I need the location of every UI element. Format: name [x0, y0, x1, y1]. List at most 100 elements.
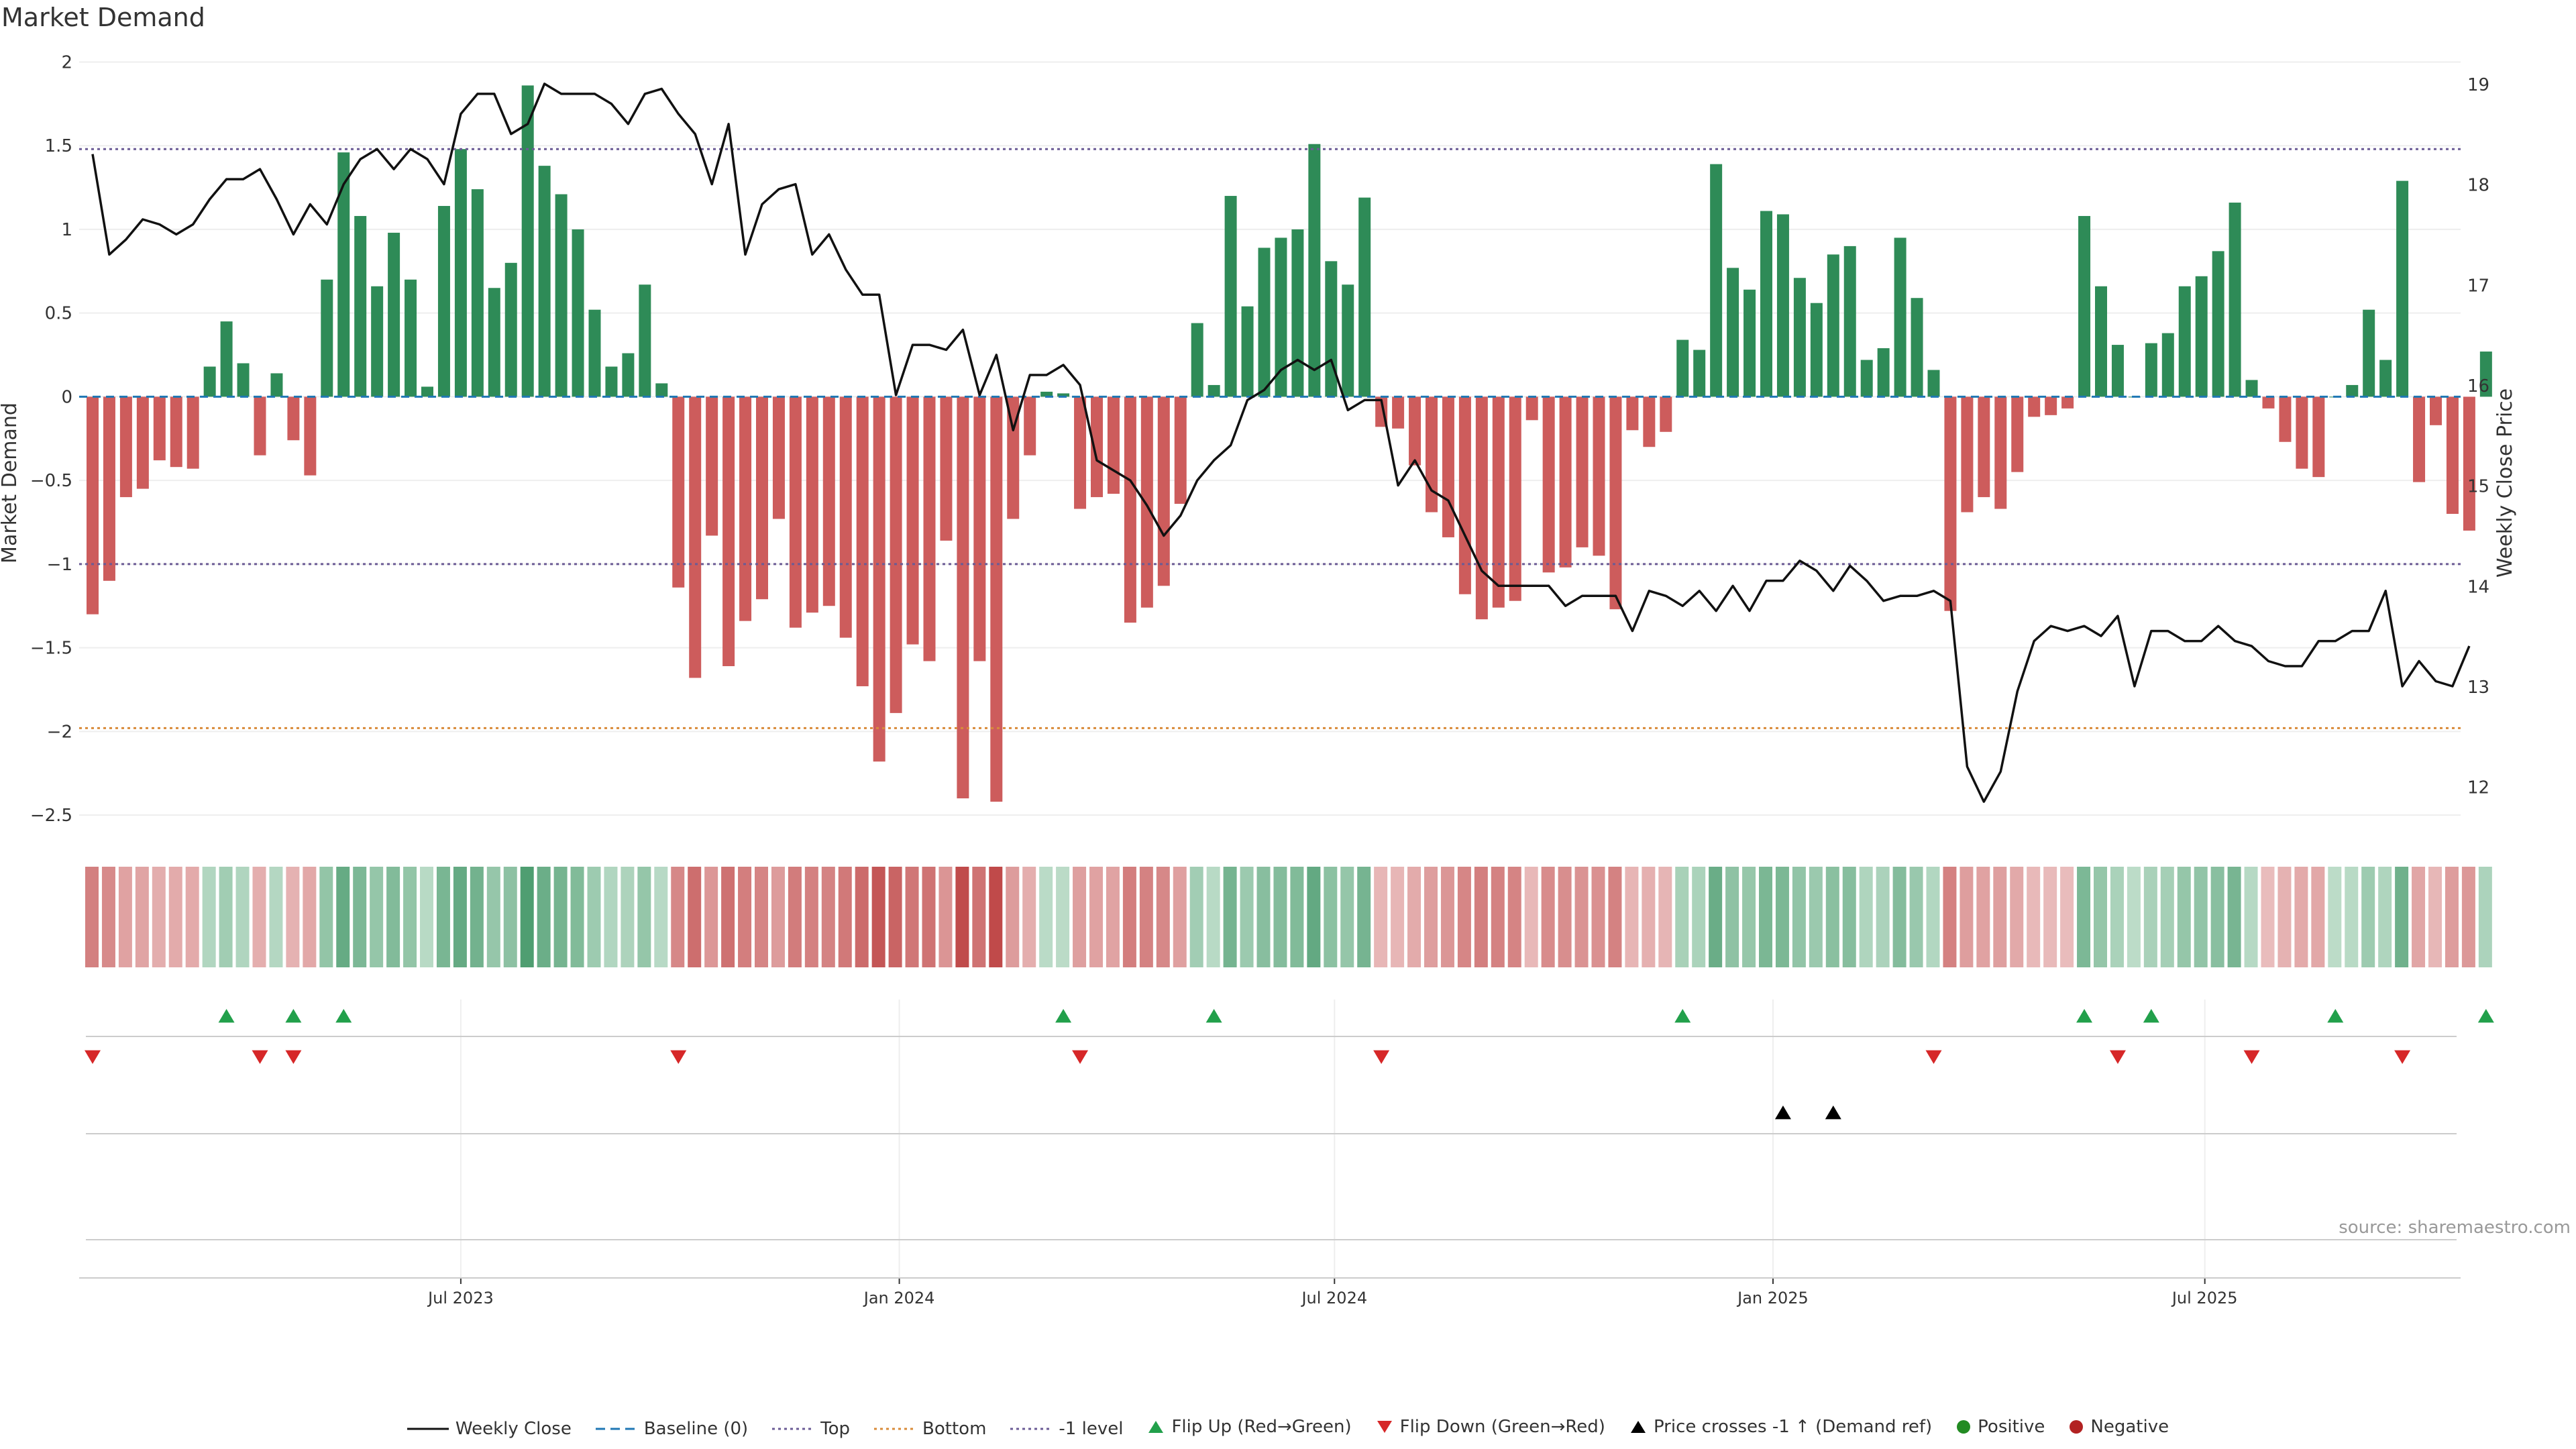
heat-cell	[1440, 867, 1454, 967]
legend-label: Flip Down (Green→Red)	[1399, 1417, 1605, 1437]
demand-bar	[1593, 396, 1605, 556]
y-tick-label: −1.5	[30, 639, 72, 659]
demand-bar	[1760, 211, 1772, 397]
demand-bar	[1057, 393, 1070, 397]
heat-cell	[520, 867, 534, 967]
heat-cell	[871, 867, 885, 967]
heat-cell	[1491, 867, 1505, 967]
demand-bar	[2245, 380, 2258, 397]
demand-bar	[2296, 396, 2308, 469]
demand-bar	[2413, 396, 2426, 482]
demand-bar	[1994, 396, 2007, 509]
demand-bar	[2396, 180, 2409, 397]
demand-bar	[1241, 306, 1254, 397]
heat-cell	[2110, 867, 2124, 967]
demand-bar	[1576, 396, 1589, 547]
y-tick-label: −2	[47, 722, 72, 742]
demand-bar	[655, 383, 668, 397]
heat-cell	[403, 867, 417, 967]
demand-bar	[1442, 396, 1454, 537]
heat-cell	[202, 867, 216, 967]
flip-down-marker	[1072, 1050, 1089, 1064]
heat-cell	[1307, 867, 1321, 967]
demand-bar	[119, 396, 132, 498]
heat-cell	[269, 867, 283, 967]
heat-cell	[470, 867, 484, 967]
heat-cell	[2345, 867, 2359, 967]
line-dotted-orange-icon	[874, 1424, 922, 1434]
demand-bar	[1291, 229, 1304, 397]
heat-cell	[671, 867, 685, 967]
demand-bar	[1208, 384, 1220, 397]
heat-cell	[905, 867, 919, 967]
flip-down-marker	[670, 1050, 687, 1064]
heat-cell	[2077, 867, 2091, 967]
flip-down-marker	[285, 1050, 302, 1064]
heat-cell	[587, 867, 601, 967]
demand-bar	[2011, 396, 2024, 472]
weekly-close-line	[91, 83, 2471, 803]
demand-bar	[689, 396, 702, 678]
heat-cell	[1692, 867, 1706, 967]
heat-cell	[1842, 867, 1856, 967]
heat-cell	[1976, 867, 1990, 967]
demand-bar	[186, 396, 199, 469]
demand-bar	[1358, 197, 1371, 397]
heat-cell	[1374, 867, 1388, 967]
y-tick-label: 1	[61, 220, 72, 240]
heat-cell	[888, 867, 902, 967]
demand-bar	[2463, 396, 2475, 531]
demand-bar	[1559, 396, 1572, 568]
y2-tick-label: 17	[2467, 276, 2489, 296]
heat-cell	[486, 867, 500, 967]
heat-cell	[2378, 867, 2392, 967]
cross-up-marker	[1825, 1106, 1841, 1120]
demand-bar	[940, 396, 953, 541]
heat-cell	[1256, 867, 1271, 967]
demand-bar	[1509, 396, 1521, 601]
heat-cell	[2227, 867, 2241, 967]
demand-bar	[2279, 396, 2292, 442]
chart-title: Market Demand	[1, 3, 205, 32]
line-dashed-blue-icon	[595, 1424, 644, 1434]
heat-cell	[1709, 867, 1723, 967]
demand-bar	[957, 396, 969, 799]
heat-cell	[1139, 867, 1153, 967]
heat-cell	[788, 867, 802, 967]
heat-cell	[1825, 867, 1839, 967]
demand-bar	[354, 215, 367, 397]
demand-bar	[2363, 309, 2375, 397]
legend-label: Price crosses -1 ↑ (Demand ref)	[1653, 1417, 1933, 1437]
y2-tick-label: 15	[2467, 477, 2489, 497]
demand-bar	[454, 149, 467, 397]
demand-bar	[1843, 246, 1856, 397]
heat-cell	[621, 867, 635, 967]
legend-label: Flip Up (Red→Green)	[1171, 1417, 1352, 1437]
heat-cell	[420, 867, 433, 967]
heat-cell	[570, 867, 584, 967]
demand-bars	[87, 85, 2492, 802]
demand-bar	[2312, 396, 2325, 478]
legend-item: -1 level	[1010, 1419, 1123, 1439]
demand-bar	[1091, 396, 1103, 498]
demand-bar	[1308, 144, 1321, 397]
demand-bar	[890, 396, 902, 713]
demand-bar	[1827, 254, 1839, 397]
heat-cell	[922, 867, 936, 967]
demand-bar	[1191, 323, 1203, 397]
flip-down-marker	[1925, 1050, 1942, 1064]
demand-bar	[722, 396, 735, 667]
demand-bar	[2479, 352, 2492, 397]
demand-bar	[1492, 396, 1505, 608]
heat-cell	[1507, 867, 1521, 967]
heat-cell	[2060, 867, 2074, 967]
heat-cell	[353, 867, 367, 967]
heat-cell	[1809, 867, 1823, 967]
demand-bar	[521, 85, 534, 397]
flip-down-marker	[85, 1050, 101, 1064]
y-tick-label: −1	[47, 555, 72, 575]
flip-up-marker	[2076, 1009, 2093, 1023]
heat-cell	[2395, 867, 2409, 967]
demand-bar	[437, 206, 450, 397]
